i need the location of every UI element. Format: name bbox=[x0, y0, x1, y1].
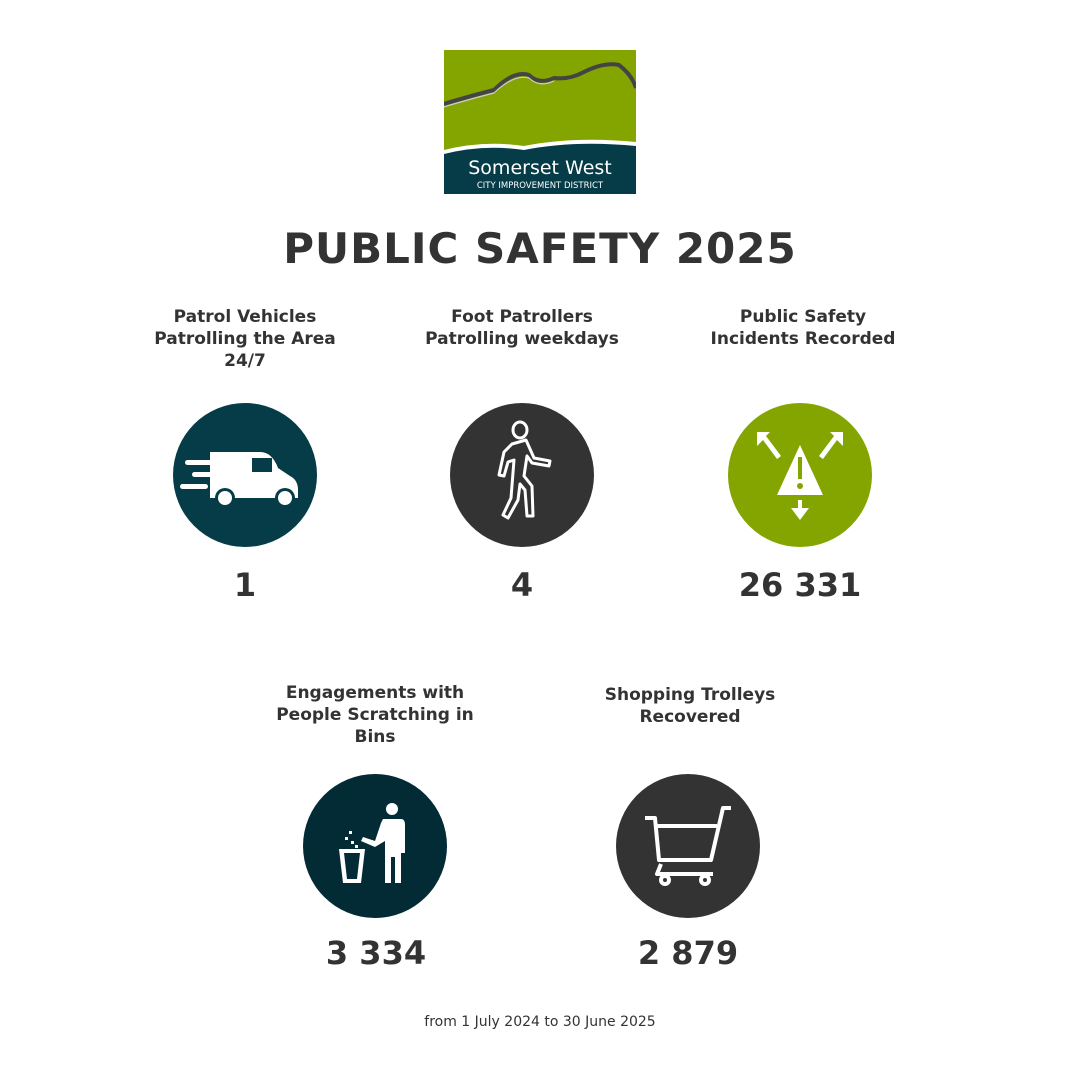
stat-value-trolleys: 2 879 bbox=[637, 934, 739, 972]
stat-label-incidents: Public Safety Incidents Recorded bbox=[710, 307, 896, 349]
date-range-note: from 1 July 2024 to 30 June 2025 bbox=[424, 1014, 656, 1030]
stat-label-foot-patrollers: Foot Patrollers Patrolling weekdays bbox=[425, 307, 619, 349]
person-bin-icon bbox=[303, 774, 447, 918]
walking-person-icon bbox=[450, 403, 594, 547]
page-title: PUBLIC SAFETY 2025 bbox=[283, 224, 797, 273]
stat-value-incidents: 26 331 bbox=[738, 566, 862, 604]
logo-text: Somerset West bbox=[468, 157, 611, 179]
van-icon bbox=[173, 403, 317, 547]
shopping-cart-icon bbox=[616, 774, 760, 918]
logo-subtext: CITY IMPROVEMENT DISTRICT bbox=[477, 181, 604, 191]
stat-value-foot-patrollers: 4 bbox=[510, 566, 534, 604]
stat-value-bin-engagements: 3 334 bbox=[325, 934, 427, 972]
stat-value-patrol-vehicles: 1 bbox=[233, 566, 257, 604]
stat-label-trolleys: Shopping Trolleys Recovered bbox=[604, 685, 776, 727]
stat-label-bin-engagements: Engagements with People Scratching in Bi… bbox=[276, 683, 474, 747]
warning-arrows-icon bbox=[728, 403, 872, 547]
stat-label-patrol-vehicles: Patrol Vehicles Patrolling the Area 24/7 bbox=[154, 307, 336, 371]
logo: Somerset West CITY IMPROVEMENT DISTRICT bbox=[444, 50, 636, 194]
